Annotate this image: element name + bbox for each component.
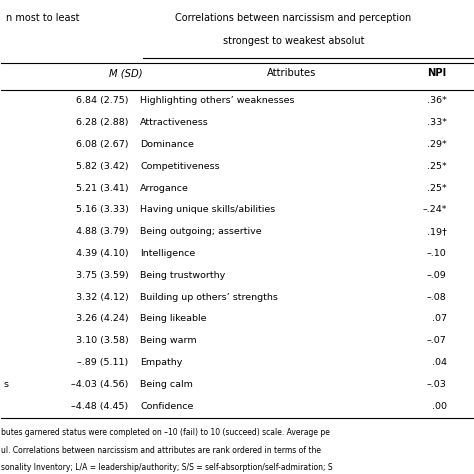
Text: .25*: .25* bbox=[427, 183, 447, 192]
Text: 5.21 (3.41): 5.21 (3.41) bbox=[76, 183, 128, 192]
Text: .07: .07 bbox=[432, 314, 447, 323]
Text: Being likeable: Being likeable bbox=[140, 314, 207, 323]
Text: –.08: –.08 bbox=[427, 292, 447, 301]
Text: 5.82 (3.42): 5.82 (3.42) bbox=[76, 162, 128, 171]
Text: ul. Correlations between narcissism and attributes are rank ordered in terms of : ul. Correlations between narcissism and … bbox=[1, 446, 321, 455]
Text: Dominance: Dominance bbox=[140, 140, 194, 149]
Text: Intelligence: Intelligence bbox=[140, 249, 196, 258]
Text: M (SD): M (SD) bbox=[109, 68, 143, 78]
Text: 3.75 (3.59): 3.75 (3.59) bbox=[76, 271, 128, 280]
Text: Building up others’ strengths: Building up others’ strengths bbox=[140, 292, 278, 301]
Text: strongest to weakest absolut: strongest to weakest absolut bbox=[223, 36, 365, 46]
Text: 6.28 (2.88): 6.28 (2.88) bbox=[76, 118, 128, 127]
Text: –.03: –.03 bbox=[427, 380, 447, 389]
Text: n most to least: n most to least bbox=[6, 13, 80, 23]
Text: –.24*: –.24* bbox=[422, 205, 447, 214]
Text: s: s bbox=[4, 380, 9, 389]
Text: Correlations between narcissism and perception: Correlations between narcissism and perc… bbox=[175, 13, 412, 23]
Text: .19†: .19† bbox=[427, 227, 447, 236]
Text: –4.48 (4.45): –4.48 (4.45) bbox=[72, 401, 128, 410]
Text: –.89 (5.11): –.89 (5.11) bbox=[77, 358, 128, 367]
Text: NPI: NPI bbox=[428, 68, 447, 78]
Text: .36*: .36* bbox=[427, 96, 447, 105]
Text: .00: .00 bbox=[432, 401, 447, 410]
Text: .33*: .33* bbox=[427, 118, 447, 127]
Text: sonality Inventory; L/A = leadership/authority; S/S = self-absorption/self-admir: sonality Inventory; L/A = leadership/aut… bbox=[1, 463, 333, 472]
Text: 4.88 (3.79): 4.88 (3.79) bbox=[76, 227, 128, 236]
Text: 6.08 (2.67): 6.08 (2.67) bbox=[76, 140, 128, 149]
Text: Empathy: Empathy bbox=[140, 358, 183, 367]
Text: –.10: –.10 bbox=[427, 249, 447, 258]
Text: .04: .04 bbox=[432, 358, 447, 367]
Text: Having unique skills/abilities: Having unique skills/abilities bbox=[140, 205, 276, 214]
Text: Arrogance: Arrogance bbox=[140, 183, 189, 192]
Text: Confidence: Confidence bbox=[140, 401, 194, 410]
Text: 3.26 (4.24): 3.26 (4.24) bbox=[76, 314, 128, 323]
Text: Highlighting others’ weaknesses: Highlighting others’ weaknesses bbox=[140, 96, 295, 105]
Text: Competitiveness: Competitiveness bbox=[140, 162, 220, 171]
Text: 6.84 (2.75): 6.84 (2.75) bbox=[76, 96, 128, 105]
Text: Attributes: Attributes bbox=[266, 68, 316, 78]
Text: –.07: –.07 bbox=[427, 336, 447, 345]
Text: Being trustworthy: Being trustworthy bbox=[140, 271, 226, 280]
Text: –.09: –.09 bbox=[427, 271, 447, 280]
Text: 3.32 (4.12): 3.32 (4.12) bbox=[76, 292, 128, 301]
Text: Being calm: Being calm bbox=[140, 380, 193, 389]
Text: 3.10 (3.58): 3.10 (3.58) bbox=[76, 336, 128, 345]
Text: butes garnered status were completed on –10 (fail) to 10 (succeed) scale. Averag: butes garnered status were completed on … bbox=[1, 428, 330, 437]
Text: 5.16 (3.33): 5.16 (3.33) bbox=[76, 205, 128, 214]
Text: Attractiveness: Attractiveness bbox=[140, 118, 209, 127]
Text: .25*: .25* bbox=[427, 162, 447, 171]
Text: .29*: .29* bbox=[427, 140, 447, 149]
Text: Being outgoing; assertive: Being outgoing; assertive bbox=[140, 227, 262, 236]
Text: –4.03 (4.56): –4.03 (4.56) bbox=[71, 380, 128, 389]
Text: 4.39 (4.10): 4.39 (4.10) bbox=[76, 249, 128, 258]
Text: Being warm: Being warm bbox=[140, 336, 197, 345]
